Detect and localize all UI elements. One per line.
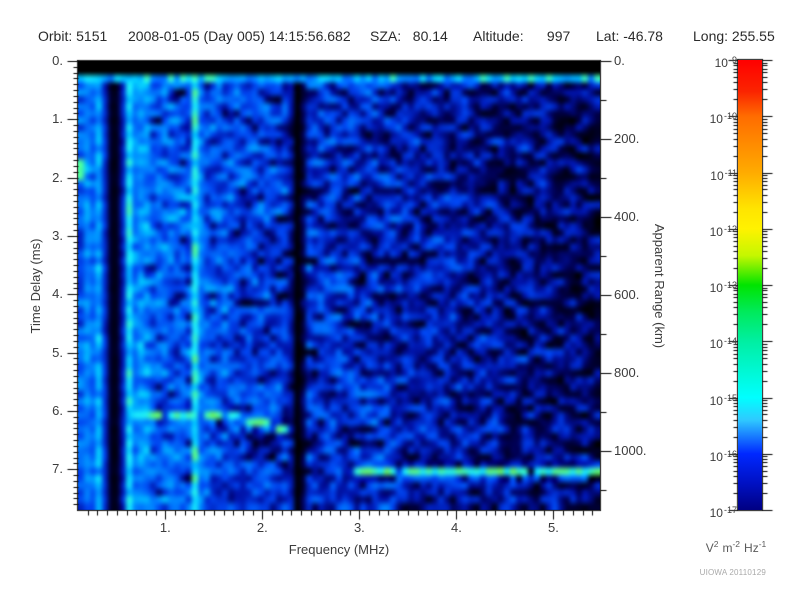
x-tick-label: 3.	[353, 520, 365, 535]
y-tick-label: 3.	[52, 227, 63, 243]
y-tick-label: 4.	[52, 286, 63, 302]
colorbar	[738, 60, 762, 510]
orbit-field: Orbit: 5151	[38, 28, 108, 44]
x-tick-label: 2.	[256, 520, 268, 535]
y2-tick-label: 600.	[614, 287, 640, 303]
longitude-field: Long: 255.55	[693, 28, 775, 44]
x-tick-label: 1.	[159, 520, 171, 535]
x-tick-label: 5.	[548, 520, 559, 535]
y-tick-label: 7.	[52, 461, 63, 477]
colorbar-tick-label: 10-16	[709, 448, 737, 464]
sza-field: SZA: 80.14	[370, 28, 448, 44]
x-tick-label: 4.	[450, 520, 462, 535]
colorbar-tick-label: 10-14	[709, 336, 737, 352]
altitude-field: Altitude: 997	[473, 28, 571, 44]
unit-part: m-2	[722, 539, 741, 555]
x-axis-title: Frequency (MHz)	[288, 542, 390, 557]
spectrogram-canvas	[78, 61, 600, 510]
y2-tick-label: 0.	[614, 53, 625, 68]
colorbar-tick-label: 10-9	[714, 55, 737, 70]
colorbar-tick-label: 10-13	[709, 280, 737, 295]
latitude-field: Lat: -46.78	[596, 28, 663, 44]
y2-tick-label: 800.	[614, 365, 640, 381]
colorbar-tick-label: 10-17	[709, 505, 737, 520]
colorbar-tick-label: 10-10	[709, 111, 737, 127]
y-tick-label: 5.	[52, 344, 63, 360]
y-tick-label: 0.	[52, 53, 63, 68]
colorbar-tick-label: 10-11	[710, 167, 737, 183]
watermark: UIOWA 20110129	[699, 568, 766, 577]
y-tick-label: 1.	[52, 111, 63, 127]
unit-part: V2	[705, 539, 719, 555]
y-tick-label: 2.	[52, 169, 63, 185]
colorbar-tick-label: 10-12	[709, 223, 737, 239]
datetime-field: 2008-01-05 (Day 005) 14:15:56.682	[128, 28, 351, 44]
y2-tick-label: 1000.	[614, 443, 647, 459]
unit-part: Hz-1	[744, 539, 767, 555]
y2-tick-label: 400.	[614, 209, 640, 225]
colorbar-units-label: V2 m-2 Hz-1	[680, 539, 796, 555]
colorbar-tick-label: 10-15	[709, 392, 737, 408]
y2-tick-label: 200.	[614, 131, 640, 147]
y-tick-label: 6.	[52, 402, 63, 418]
